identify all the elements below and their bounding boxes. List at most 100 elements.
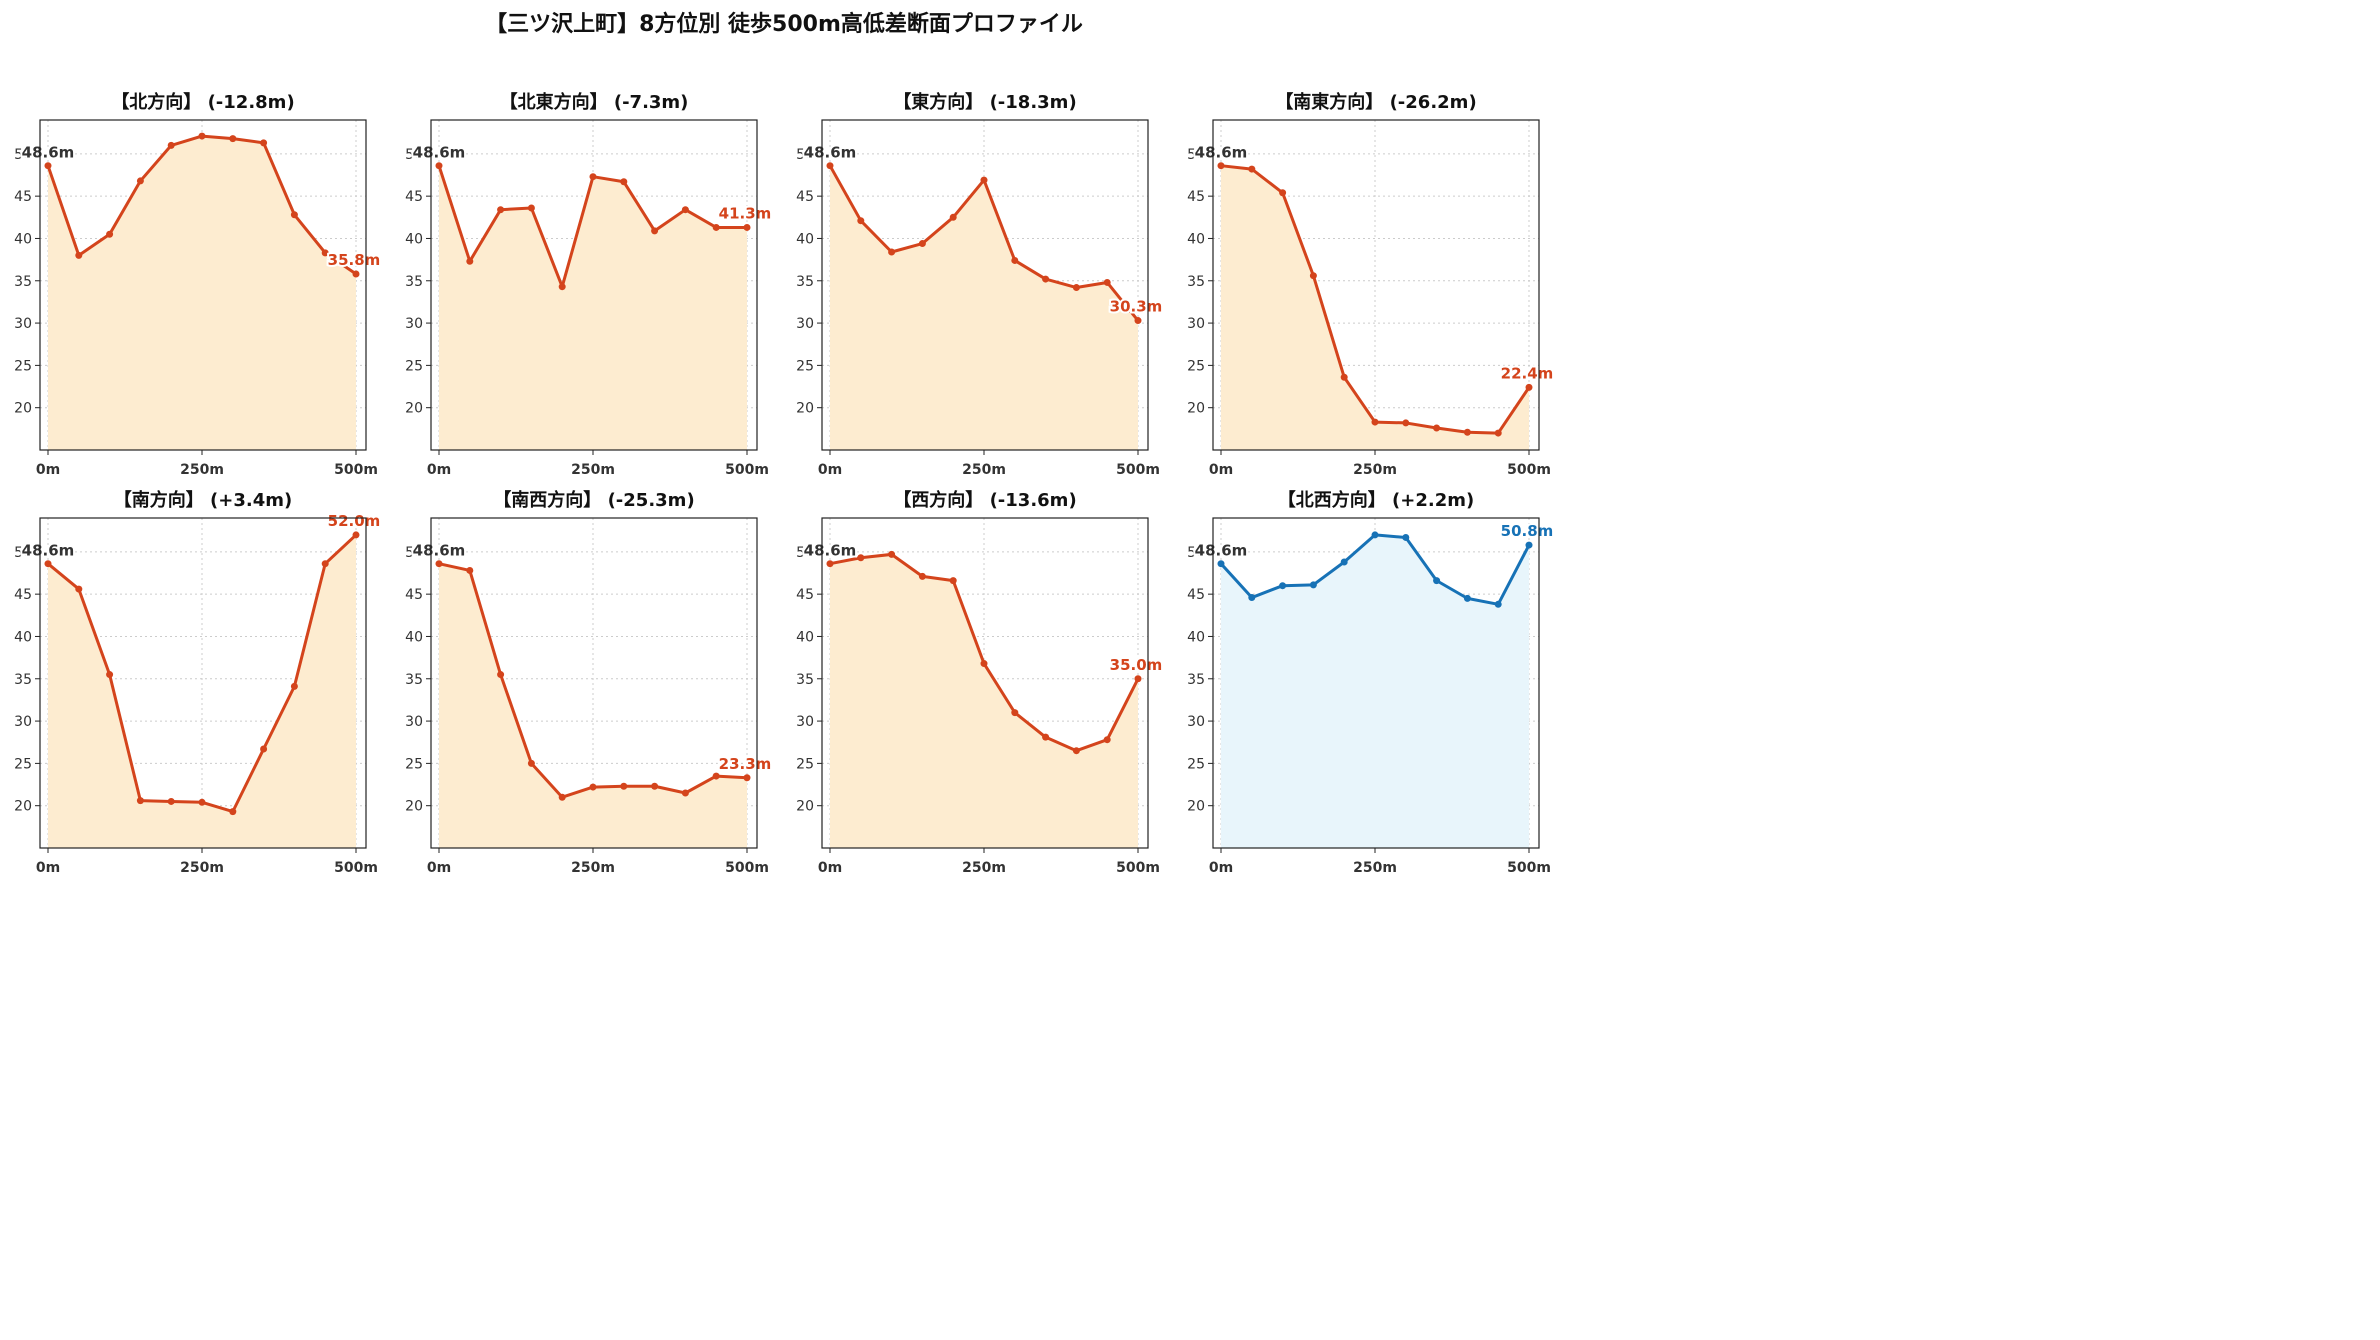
data-point: [167, 797, 175, 805]
data-point: [918, 240, 926, 248]
data-point: [1494, 600, 1502, 608]
y-tick-label: 25: [14, 756, 32, 772]
data-point: [1248, 594, 1256, 602]
x-tick-label: 250m: [1353, 860, 1397, 876]
y-tick-label: 40: [405, 629, 423, 645]
data-point: [1072, 747, 1080, 755]
x-tick-label: 250m: [1353, 462, 1397, 478]
subplot-title: 【北東方向】 (-7.3m): [500, 91, 689, 113]
plot-frame: [430, 119, 758, 451]
data-point: [260, 139, 268, 147]
data-point: [826, 560, 834, 568]
data-point: [1042, 275, 1050, 283]
end-elevation-label: 52.0m: [328, 512, 381, 530]
plot-frame: [1212, 517, 1540, 849]
x-tick-label: 500m: [334, 462, 378, 478]
start-elevation-label: 48.6m: [804, 542, 857, 560]
x-tick-label: 0m: [427, 462, 451, 478]
x-tick-label: 250m: [962, 860, 1006, 876]
data-point: [290, 211, 298, 219]
data-point: [435, 162, 443, 170]
y-tick-label: 40: [796, 629, 814, 645]
elevation-area: [1221, 534, 1529, 848]
data-point: [620, 178, 628, 186]
x-tick-label: 0m: [36, 462, 60, 478]
end-elevation-label: 22.4m: [1501, 364, 1554, 382]
data-point: [980, 176, 988, 184]
y-tick-label: 45: [14, 189, 32, 205]
data-point: [651, 782, 659, 790]
data-point: [352, 531, 360, 539]
y-tick-label: 50: [14, 147, 32, 163]
elevation-area: [48, 136, 356, 451]
elevation-area: [439, 563, 747, 848]
data-point: [1340, 558, 1348, 566]
data-point: [435, 560, 443, 568]
data-point: [1402, 533, 1410, 541]
y-tick-label: 20: [405, 401, 423, 417]
data-point: [1371, 418, 1379, 426]
subplot-title: 【北方向】 (-12.8m): [111, 91, 294, 113]
y-tick-label: 30: [1187, 316, 1205, 332]
y-tick-label: 35: [405, 672, 423, 688]
start-elevation-label: 48.6m: [1195, 144, 1248, 162]
data-point: [589, 783, 597, 791]
y-tick-label: 35: [1187, 274, 1205, 290]
y-tick-label: 40: [405, 231, 423, 247]
data-point: [620, 782, 628, 790]
y-tick-label: 40: [796, 231, 814, 247]
data-point: [1433, 424, 1441, 432]
y-tick-label: 20: [14, 799, 32, 815]
data-point: [1463, 428, 1471, 436]
data-point: [352, 270, 360, 278]
subplot-title: 【南西方向】 (-25.3m): [493, 489, 694, 511]
y-tick-label: 40: [14, 629, 32, 645]
y-tick-label: 20: [1187, 799, 1205, 815]
x-tick-label: 0m: [1209, 462, 1233, 478]
data-point: [44, 560, 52, 568]
y-tick-label: 45: [1187, 189, 1205, 205]
data-point: [589, 173, 597, 181]
start-elevation-label: 48.6m: [413, 144, 466, 162]
x-tick-label: 500m: [725, 860, 769, 876]
data-point: [980, 660, 988, 668]
data-point: [106, 230, 114, 238]
y-tick-label: 50: [1187, 147, 1205, 163]
x-tick-label: 500m: [1116, 462, 1160, 478]
y-tick-label: 30: [796, 316, 814, 332]
x-tick-label: 500m: [1507, 860, 1551, 876]
x-tick-label: 0m: [1209, 860, 1233, 876]
data-point: [743, 774, 751, 782]
data-point: [1340, 373, 1348, 381]
y-tick-label: 35: [796, 672, 814, 688]
y-tick-label: 45: [796, 189, 814, 205]
x-tick-label: 250m: [571, 462, 615, 478]
data-point: [75, 585, 83, 593]
data-point: [321, 560, 329, 568]
subplot-title: 【南方向】 (+3.4m): [114, 489, 292, 511]
data-point: [1309, 581, 1317, 589]
end-elevation-label: 50.8m: [1501, 522, 1554, 540]
plot-frame: [39, 517, 367, 849]
end-elevation-label: 35.0m: [1110, 656, 1163, 674]
data-point: [1217, 162, 1225, 170]
data-point: [497, 671, 505, 679]
data-point: [1011, 256, 1019, 264]
y-tick-label: 35: [796, 274, 814, 290]
data-point: [44, 162, 52, 170]
x-tick-label: 0m: [818, 462, 842, 478]
data-point: [1494, 429, 1502, 437]
y-tick-label: 20: [796, 401, 814, 417]
y-tick-label: 25: [796, 756, 814, 772]
elevation-area: [439, 165, 747, 450]
elevation-area: [830, 554, 1138, 848]
data-point: [681, 206, 689, 214]
x-tick-label: 0m: [36, 860, 60, 876]
x-tick-label: 250m: [962, 462, 1006, 478]
data-point: [681, 789, 689, 797]
